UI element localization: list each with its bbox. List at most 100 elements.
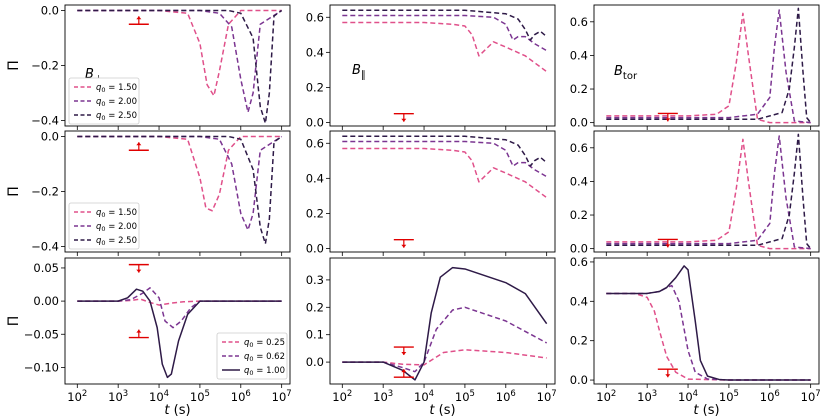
y-tick-label: 0.1	[306, 328, 324, 342]
event-marker-1	[393, 239, 414, 248]
y-axis-label: Π	[6, 186, 22, 197]
x-tick-label: 107	[537, 389, 557, 404]
panel-B_perp_3: 102 103 104 105 106 107 0.05 0.00 −0.05 −0.10 Πt (…	[6, 257, 292, 418]
y-tick-label: −0.4	[31, 114, 59, 128]
marker-arrow-head	[401, 118, 407, 122]
event-marker-2	[393, 369, 414, 378]
y-axis-label: Π	[6, 316, 22, 327]
marker-arrow-head	[665, 244, 671, 248]
panel-B_par_3: 102 103 104 105 106 107 0.0 0.1 0.2 0.3 t (s)	[306, 257, 557, 418]
y-tick-label: 0.3	[306, 273, 324, 287]
legend-frame	[216, 332, 288, 380]
series-line-2	[77, 9, 283, 113]
x-axis-label: t (s)	[164, 403, 190, 418]
y-tick-label: 0.4	[570, 174, 588, 188]
series-line-1	[606, 292, 811, 381]
x-tick-label: 106	[760, 389, 780, 404]
series-line-1	[606, 138, 811, 250]
y-tick-label: 0.0	[570, 116, 588, 130]
series-line-2	[606, 135, 811, 250]
legend-entry-2: q0 = 0.62	[244, 352, 285, 363]
panel-B_tor_3: 102 103 104 105 106 107 0.0 0.2 0.4 0.6 t (s)	[570, 255, 821, 418]
event-marker-1	[657, 368, 678, 378]
y-tick-label: 0.6	[570, 141, 588, 155]
series-line-1	[77, 9, 282, 97]
x-tick-label: 104	[414, 389, 434, 404]
series-line-3	[606, 133, 812, 250]
series-line-2	[606, 284, 811, 381]
y-tick-label: 0.2	[570, 82, 588, 96]
x-tick-label: 105	[719, 389, 739, 404]
marker-arrow-head	[401, 352, 407, 356]
event-marker-1	[657, 238, 678, 248]
y-tick-label: −0.2	[31, 185, 59, 199]
series-line-3	[77, 9, 283, 124]
marker-arrow-head	[136, 142, 142, 146]
event-marker-2	[128, 329, 149, 339]
y-tick-label: −0.05	[24, 327, 59, 341]
series-line-3	[342, 266, 548, 381]
legend-entry-2: q0 = 2.00	[96, 97, 137, 108]
series-line-2	[342, 306, 548, 373]
y-tick-label: 0.4	[570, 48, 588, 62]
series-line-2	[606, 9, 811, 124]
series-line-3	[606, 265, 811, 381]
y-tick-label: 0.0	[306, 115, 324, 129]
legend: q0 = 0.25 q0 = 0.62 q0 = 1.00	[216, 332, 288, 380]
axes-frame	[329, 130, 556, 253]
y-tick-label: 0.4	[570, 294, 588, 308]
legend: q0 = 1.50 q0 = 2.00 q0 = 2.50	[68, 77, 140, 125]
legend-frame	[68, 202, 140, 250]
event-marker-1	[393, 346, 414, 356]
legend-entry-1: q0 = 1.50	[96, 208, 137, 219]
series-line-1	[342, 147, 548, 199]
series-line-3	[77, 135, 283, 245]
y-tick-label: −0.4	[31, 240, 59, 254]
series-line-2	[77, 287, 282, 329]
panel-label-B_par: B∥	[352, 63, 366, 81]
x-tick-label: 105	[455, 389, 475, 404]
event-marker-1	[128, 142, 149, 151]
panel-B_par_2: 0.0 0.2 0.4 0.6	[306, 130, 556, 256]
legend: q0 = 1.50 q0 = 2.00 q0 = 2.50	[68, 202, 140, 250]
x-tick-label: 103	[637, 389, 657, 404]
y-tick-label: 0.2	[306, 300, 324, 314]
axes-frame	[593, 4, 820, 127]
y-tick-label: 0.0	[41, 4, 59, 18]
y-tick-label: −0.2	[31, 59, 59, 73]
marker-arrow-head	[665, 118, 671, 122]
panel-B_tor: 0.0 0.2 0.4 0.6 Btor	[570, 4, 820, 130]
y-tick-label: 0.6	[570, 15, 588, 29]
x-tick-label: 106	[496, 389, 516, 404]
axes-frame	[64, 257, 291, 385]
y-tick-label: 0.0	[306, 241, 324, 255]
x-tick-label: 102	[596, 389, 616, 404]
legend-entry-3: q0 = 2.50	[96, 236, 137, 247]
y-tick-label: 0.0	[570, 373, 588, 387]
x-tick-label: 103	[373, 389, 393, 404]
legend-entry-3: q0 = 2.50	[96, 111, 137, 122]
series-line-3	[342, 135, 548, 167]
y-tick-label: 0.0	[570, 242, 588, 256]
x-tick-label: 104	[149, 389, 169, 404]
y-tick-label: 0.6	[306, 10, 324, 24]
x-tick-label: 107	[272, 389, 292, 404]
legend-entry-1: q0 = 0.25	[244, 338, 285, 349]
x-tick-label: 107	[801, 389, 821, 404]
marker-arrow-head	[401, 244, 407, 248]
y-tick-label: 0.2	[570, 208, 588, 222]
y-tick-label: 0.4	[306, 45, 324, 59]
axes-frame	[329, 4, 556, 127]
y-tick-label: −0.10	[24, 360, 59, 374]
y-tick-label: 0.2	[306, 80, 324, 94]
legend-frame	[68, 77, 140, 125]
panel-B_tor_2: 0.0 0.2 0.4 0.6	[570, 130, 820, 256]
y-tick-label: 0.2	[306, 206, 324, 220]
series-line-3	[77, 288, 282, 379]
x-tick-label: 104	[678, 389, 698, 404]
marker-arrow-head	[136, 269, 142, 273]
legend-entry-3: q0 = 1.00	[244, 366, 285, 377]
panel-B_par: 0.0 0.2 0.4 0.6 B∥	[306, 4, 556, 130]
y-tick-label: 0.0	[41, 130, 59, 144]
series-line-2	[342, 140, 548, 178]
